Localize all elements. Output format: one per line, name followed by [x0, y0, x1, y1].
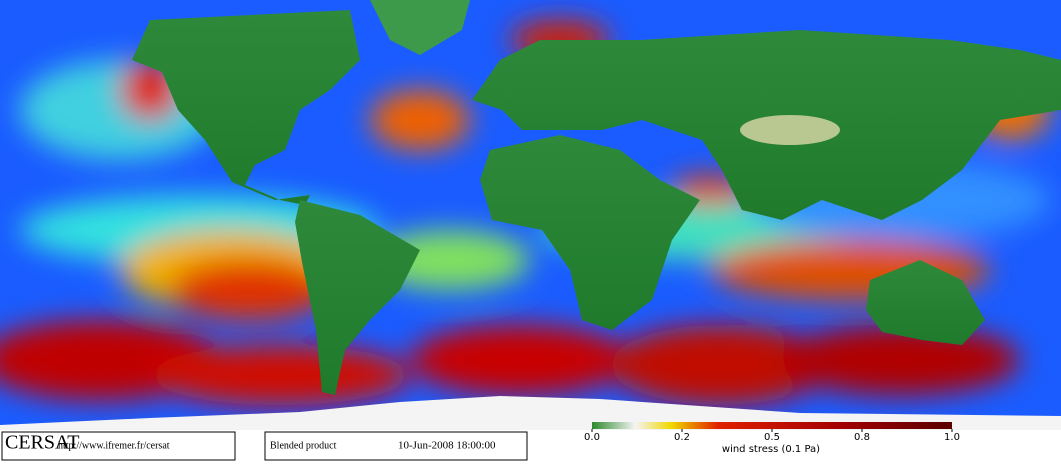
plateau [740, 115, 840, 145]
colorbar-tick-label: 0.8 [854, 432, 870, 443]
product-box [264, 431, 528, 461]
antarctica [0, 396, 1061, 430]
logo-box [1, 431, 236, 461]
australia [866, 260, 985, 345]
colorbar-tick-label: 0.2 [674, 432, 690, 443]
colorbar [592, 422, 952, 429]
datetime: 10-Jun-2008 18:00:00 [398, 440, 496, 452]
colorbar-tick-label: 1.0 [944, 432, 960, 443]
colorbar-tick-label: 0.5 [764, 432, 780, 443]
north-america [132, 10, 360, 205]
south-america [295, 200, 420, 395]
wind-map [0, 0, 1061, 430]
colorbar-ticks: 0.0 0.2 0.5 0.8 1.0 [584, 429, 960, 443]
greenland [370, 0, 470, 55]
url: http://www.ifremer.fr/cersat [58, 440, 170, 451]
logo: CERSAT [5, 432, 79, 454]
colorbar-label: wind stress (0.1 Pa) [722, 444, 820, 455]
colorbar-tick-label: 0.0 [584, 432, 600, 443]
product: Blended product [270, 440, 337, 451]
africa [480, 135, 700, 330]
